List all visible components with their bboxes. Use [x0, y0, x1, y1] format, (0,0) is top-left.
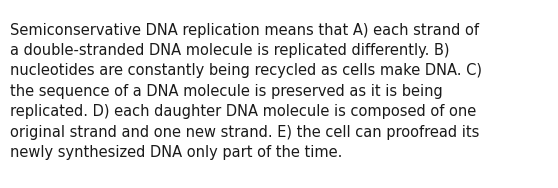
Text: Semiconservative DNA replication means that A) each strand of
a double-stranded : Semiconservative DNA replication means t…	[10, 23, 482, 160]
